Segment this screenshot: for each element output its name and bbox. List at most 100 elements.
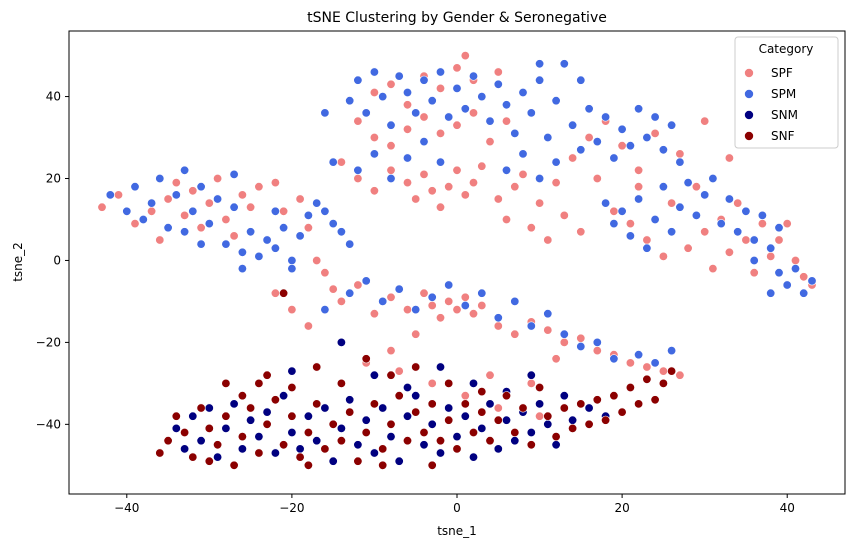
point-snf-59 (650, 395, 660, 405)
point-snm-22 (353, 440, 363, 450)
point-snm-12 (270, 448, 280, 458)
point-spm-18 (262, 235, 272, 245)
point-snm-57 (468, 378, 478, 388)
point-spf-79 (444, 182, 454, 192)
y-tick-label: 0 (53, 253, 61, 267)
point-spm-76 (559, 59, 569, 69)
point-snf-74 (279, 288, 289, 298)
point-spm-96 (642, 243, 652, 253)
point-spm-73 (535, 75, 545, 85)
point-spf-76 (419, 169, 429, 179)
point-snm-20 (336, 423, 346, 433)
point-spm-9 (188, 206, 198, 216)
point-spm-116 (807, 276, 817, 286)
point-snm-32 (435, 448, 445, 458)
point-snf-29 (402, 436, 412, 446)
point-snf-16 (295, 452, 305, 462)
point-spm-38 (477, 288, 487, 298)
point-snf-41 (501, 391, 511, 401)
point-spf-35 (468, 309, 478, 319)
point-snf-13 (270, 395, 280, 405)
point-snf-73 (254, 378, 264, 388)
point-snf-45 (535, 382, 545, 392)
point-snf-42 (510, 427, 520, 437)
point-snf-34 (444, 415, 454, 425)
legend-label-snf: SNF (771, 129, 795, 143)
point-spm-67 (485, 116, 495, 126)
point-spf-92 (559, 210, 569, 220)
point-spf-78 (435, 202, 445, 212)
point-spm-79 (584, 104, 594, 114)
point-snf-62 (221, 378, 231, 388)
point-spm-66 (477, 92, 487, 102)
point-snf-6 (213, 440, 223, 450)
point-snf-23 (353, 456, 363, 466)
x-axis-label: tsne_1 (437, 524, 477, 538)
point-spm-19 (270, 243, 280, 253)
point-spm-129 (551, 157, 561, 167)
point-spf-116 (757, 219, 767, 229)
point-spm-64 (460, 104, 470, 114)
point-spm-108 (741, 206, 751, 216)
point-spm-31 (361, 276, 371, 286)
point-snm-41 (510, 436, 520, 446)
point-spf-5 (163, 194, 173, 204)
point-spm-92 (609, 219, 619, 229)
point-spm-107 (733, 227, 743, 237)
point-spm-85 (634, 104, 644, 114)
point-spf-19 (295, 194, 305, 204)
point-snf-14 (279, 440, 289, 450)
point-snf-32 (427, 399, 437, 409)
point-snf-12 (262, 419, 272, 429)
point-spm-83 (617, 124, 627, 134)
point-spf-14 (237, 190, 247, 200)
y-tick-label: 40 (46, 90, 61, 104)
point-spf-47 (658, 366, 668, 376)
point-spm-0 (105, 190, 115, 200)
y-axis-label: tsne_2 (11, 242, 25, 282)
point-spm-42 (543, 309, 553, 319)
point-snf-63 (237, 391, 247, 401)
point-snf-61 (667, 366, 677, 376)
point-snf-5 (204, 423, 214, 433)
point-snf-54 (609, 391, 619, 401)
point-spm-54 (378, 92, 388, 102)
point-spm-91 (601, 198, 611, 208)
point-spf-55 (452, 63, 462, 73)
point-spm-3 (138, 215, 148, 225)
point-spf-4 (155, 235, 165, 245)
point-snf-50 (576, 399, 586, 409)
point-spm-27 (336, 227, 346, 237)
point-spm-74 (543, 133, 553, 143)
point-spm-43 (559, 329, 569, 339)
point-snm-25 (378, 403, 388, 413)
point-spm-17 (254, 251, 264, 261)
point-snm-36 (468, 452, 478, 462)
point-spf-41 (559, 337, 569, 347)
point-snf-10 (246, 403, 256, 413)
point-spf-28 (402, 305, 412, 315)
point-spm-113 (782, 280, 792, 290)
point-spf-74 (402, 178, 412, 188)
point-snf-49 (568, 423, 578, 433)
point-spm-68 (493, 79, 503, 89)
point-snf-2 (180, 427, 190, 437)
point-spm-34 (411, 305, 421, 315)
point-spf-129 (526, 378, 536, 388)
legend-frame (734, 36, 839, 149)
point-spm-133 (287, 264, 297, 274)
point-spm-114 (790, 264, 800, 274)
point-snf-56 (625, 382, 635, 392)
point-spf-104 (658, 251, 668, 261)
point-snf-30 (411, 407, 421, 417)
point-spf-13 (229, 231, 239, 241)
point-spm-15 (237, 247, 247, 257)
legend-entries: SPF SPM SNM SNF (744, 66, 798, 143)
point-spm-86 (642, 133, 652, 143)
x-tick-label: −20 (279, 501, 304, 515)
point-spm-60 (427, 96, 437, 106)
point-spm-24 (312, 198, 322, 208)
point-spf-43 (592, 346, 602, 356)
x-tick-label: 0 (453, 501, 461, 515)
x-axis: −40 −20 0 20 40 (114, 494, 795, 515)
